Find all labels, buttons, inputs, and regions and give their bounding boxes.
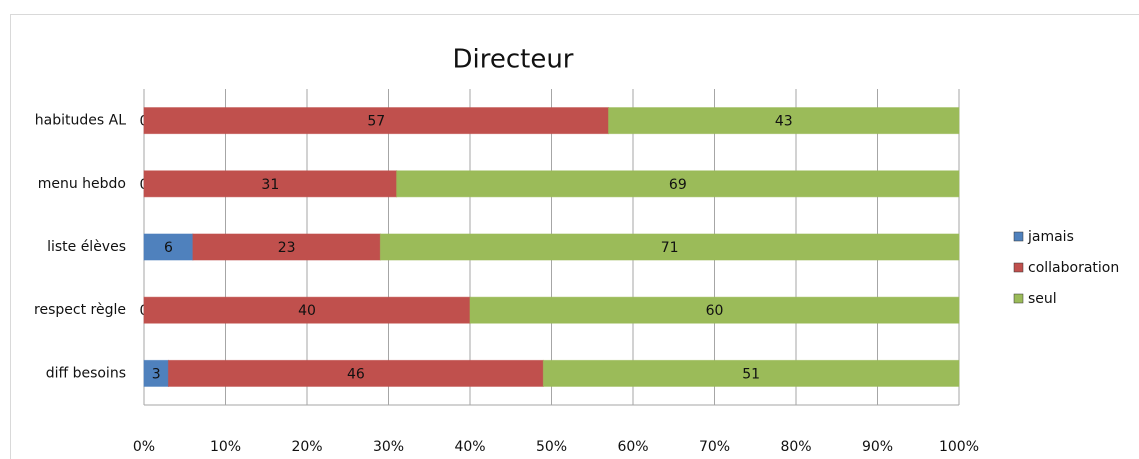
- bar-segment: [379, 233, 960, 261]
- data-label: 71: [661, 240, 679, 256]
- bar-segment: [396, 170, 960, 198]
- data-label: 43: [775, 114, 793, 130]
- x-tick-label: 10%: [210, 439, 241, 455]
- x-tick-label: 60%: [617, 439, 648, 455]
- chart-frame: [10, 14, 1139, 459]
- data-label: 40: [298, 303, 316, 319]
- x-tick-label: 70%: [699, 439, 730, 455]
- bar-segment: [542, 359, 960, 387]
- data-label: 57: [367, 114, 385, 130]
- x-tick-label: 40%: [454, 439, 485, 455]
- data-label: 3: [152, 366, 161, 382]
- legend-swatch: [1013, 293, 1024, 304]
- x-tick-label: 100%: [939, 439, 979, 455]
- data-label: 6: [164, 240, 173, 256]
- y-tick-label: menu hebdo: [38, 176, 126, 192]
- y-tick-label: diff besoins: [46, 365, 126, 381]
- data-label: 46: [347, 366, 365, 382]
- data-label: 69: [669, 177, 687, 193]
- x-tick-label: 0%: [133, 439, 155, 455]
- legend-label: collaboration: [1028, 260, 1119, 276]
- legend-label: seul: [1028, 291, 1057, 307]
- data-label: 23: [278, 240, 296, 256]
- bar-segment: [608, 107, 960, 135]
- bar-segment: [469, 296, 960, 324]
- chart-title: Directeur: [452, 45, 573, 75]
- legend-swatch: [1013, 231, 1024, 242]
- x-tick-label: 90%: [862, 439, 893, 455]
- data-label: 31: [261, 177, 279, 193]
- data-label: 51: [742, 366, 760, 382]
- x-tick-label: 30%: [373, 439, 404, 455]
- y-tick-label: liste élèves: [47, 239, 126, 255]
- y-tick-label: habitudes AL: [35, 113, 126, 129]
- bar-segment: [167, 359, 544, 387]
- x-tick-label: 20%: [291, 439, 322, 455]
- bar-segment: [143, 170, 398, 198]
- y-tick-label: respect règle: [34, 302, 126, 318]
- legend-swatch: [1013, 262, 1024, 273]
- bar-segment: [143, 233, 194, 261]
- bar-segment: [192, 233, 381, 261]
- data-label: 60: [706, 303, 724, 319]
- x-tick-label: 50%: [536, 439, 567, 455]
- legend-label: jamais: [1027, 229, 1074, 245]
- x-tick-label: 80%: [780, 439, 811, 455]
